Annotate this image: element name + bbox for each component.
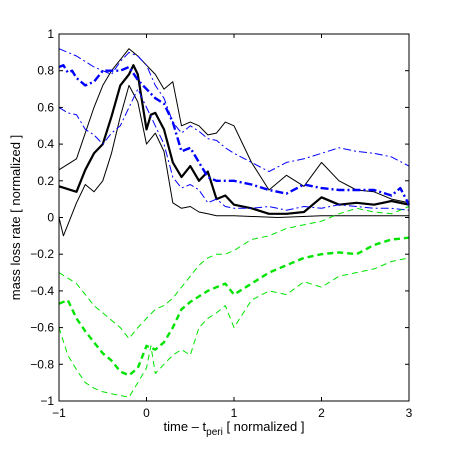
- series-line-9: [58, 257, 410, 398]
- y-tick-label: −0.4: [30, 284, 54, 298]
- y-tick-label: −1: [40, 394, 54, 408]
- x-tick-label: 3: [406, 406, 413, 420]
- y-tick-label: 0.2: [37, 174, 54, 188]
- y-tick-label: 0: [47, 211, 54, 225]
- y-tick-label: 0.8: [37, 64, 54, 78]
- x-axis-label-suffix: [ normalized ]: [223, 419, 305, 434]
- y-tick-label: 0.4: [37, 137, 54, 151]
- y-tick-label: 1: [47, 27, 54, 41]
- tick-layer: −1 0 1 2 3 −1 −0.8 −0.6 −0.4 −0.2 0 0.2 0.4 0.6 0.8 1: [30, 27, 412, 420]
- x-axis-label-main: time – t: [164, 419, 207, 434]
- y-axis-label: mass loss rate [ normalized ]: [8, 135, 23, 300]
- series-line-8: [58, 206, 410, 340]
- y-tick-label: −0.8: [30, 357, 54, 371]
- x-tick-label: 2: [318, 406, 325, 420]
- x-tick-label: 0: [143, 406, 150, 420]
- x-axis-label: time – tperi [ normalized ]: [164, 419, 305, 438]
- series-line-1: [58, 64, 410, 215]
- x-tick-label: 1: [231, 406, 238, 420]
- series-line-3: [58, 84, 409, 237]
- x-axis-label-subscript: peri: [206, 427, 223, 438]
- y-tick-label: −0.6: [30, 321, 54, 335]
- y-tick-label: 0.6: [37, 100, 54, 114]
- y-tick-label: −0.2: [30, 247, 54, 261]
- series-line-5: [58, 48, 410, 173]
- x-tick-label: −1: [52, 406, 66, 420]
- series-line-7: [58, 236, 410, 377]
- series-line-2: [58, 48, 410, 204]
- series-line-4: [58, 63, 411, 206]
- series-layer: [58, 48, 411, 398]
- series-line-6: [58, 88, 410, 211]
